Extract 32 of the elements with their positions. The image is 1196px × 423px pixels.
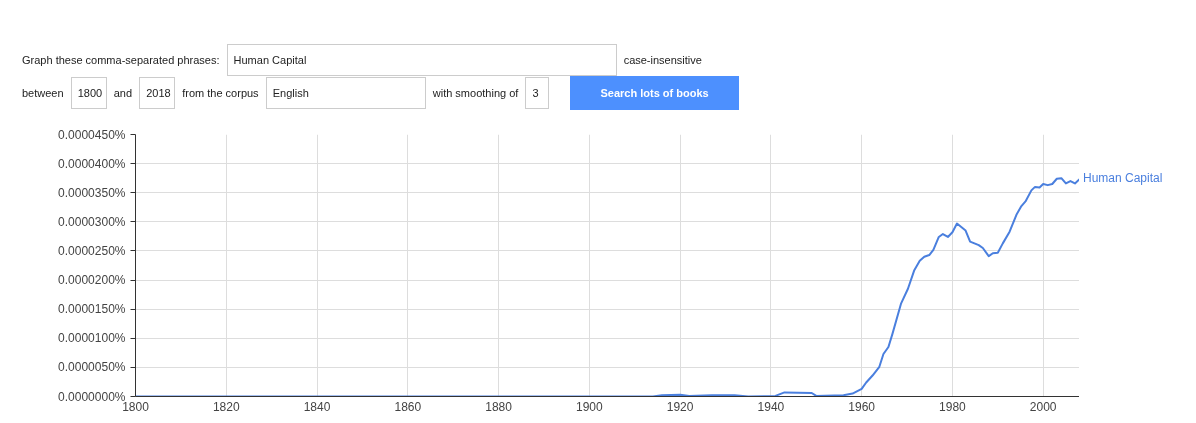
text: case-insensitive (623, 54, 702, 66)
y-tick-label: 0.0000050% (58, 360, 126, 375)
y-tick-label: 0.0000150% (58, 302, 126, 317)
text: Graph these comma-separated phrases: (22, 54, 220, 66)
x-tick-label: 1820 (212, 399, 240, 414)
x-tick-label: 1960 (848, 399, 876, 414)
x-tick-label: 1920 (666, 399, 694, 414)
x-tick-label: 1980 (939, 399, 967, 414)
x-tick-label: 1880 (485, 399, 513, 414)
y-tick-label: 0.0000250% (58, 243, 126, 258)
x-tick-label: 1940 (757, 399, 785, 414)
text: Search lots of books (570, 76, 739, 110)
text: between (22, 87, 64, 99)
text: with smoothing of (432, 87, 519, 99)
x-tick-label: 1840 (303, 399, 331, 414)
text: 3 (525, 77, 550, 109)
x-tick-label: 2000 (1029, 399, 1057, 414)
y-tick-label: 0.0000350% (58, 185, 126, 200)
text: 1800 (70, 77, 107, 109)
y-tick-label: 0.0000400% (58, 156, 126, 171)
y-tick-label: 0.0000100% (58, 331, 126, 346)
text: from the corpus (182, 87, 259, 99)
text: Human Capital (226, 44, 617, 76)
x-tick-label: 1900 (576, 399, 604, 414)
text: English (265, 77, 426, 109)
y-tick-label: 0.0000300% (58, 214, 126, 229)
y-tick-label: 0.0000450% (58, 127, 126, 142)
series-label: Human Capital (1083, 170, 1163, 187)
text: 2018 (139, 77, 176, 109)
text: and (113, 87, 133, 99)
x-tick-label: 1860 (394, 399, 422, 414)
y-tick-label: 0.0000200% (58, 273, 126, 288)
